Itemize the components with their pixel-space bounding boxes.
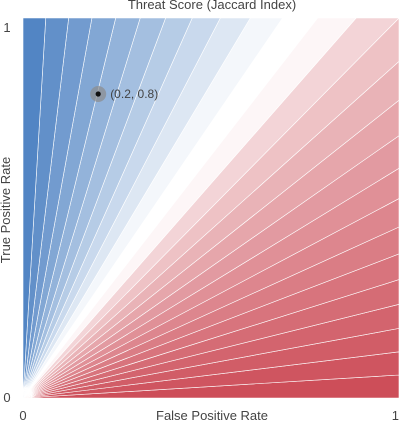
y-axis-label: True Positive Rate (0, 157, 13, 263)
x-axis-label: False Positive Rate (156, 408, 268, 422)
data-point-marker[interactable]: (0.2, 0.8) (90, 86, 158, 102)
point-dot[interactable] (95, 91, 101, 97)
y-tick-0: 0 (3, 390, 10, 405)
chart-title: Threat Score (Jaccard Index) (128, 0, 296, 12)
x-tick-0: 0 (19, 408, 26, 422)
contour-bands (22, 17, 400, 399)
point-label: (0.2, 0.8) (110, 87, 158, 101)
contour-band-25 (22, 17, 47, 399)
y-tick-1: 1 (3, 20, 10, 35)
x-tick-1: 1 (392, 408, 399, 422)
